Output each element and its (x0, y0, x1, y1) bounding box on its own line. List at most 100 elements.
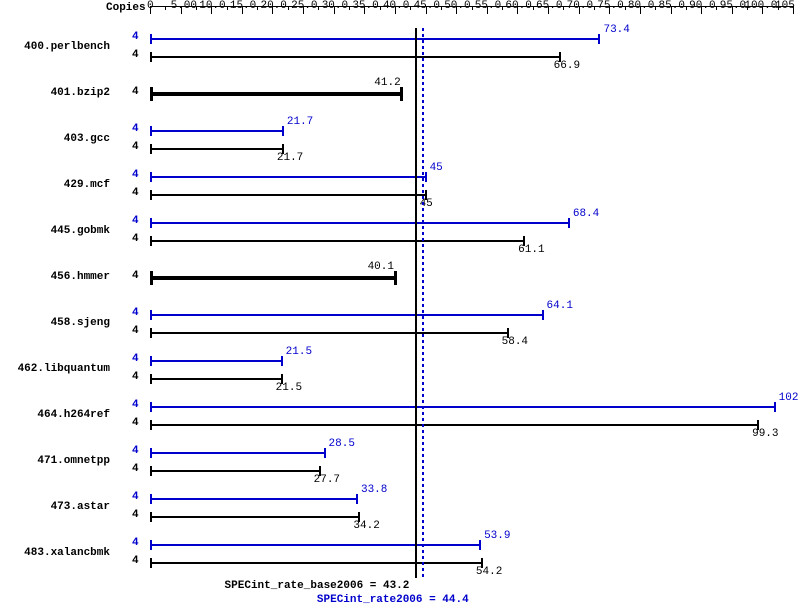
base-bar (150, 148, 283, 150)
base-bar-end-cap (394, 271, 397, 285)
peak-reference-line-segment (422, 316, 424, 319)
peak-reference-line-segment (422, 244, 424, 247)
x-axis-tick-label: 45.0 (414, 0, 440, 12)
benchmark-name: 429.mcf (0, 179, 110, 191)
peak-reference-line-segment (422, 436, 424, 439)
x-axis-tick-label: 10.0 (199, 0, 225, 12)
x-axis-minor-tick (655, 6, 656, 10)
peak-reference-line-segment (422, 292, 424, 295)
x-axis-minor-tick (472, 6, 473, 10)
x-axis-tick-label: 60.0 (505, 0, 531, 12)
benchmark-name: 403.gcc (0, 133, 110, 145)
peak-reference-line-segment (422, 82, 424, 85)
peak-reference-line-segment (422, 190, 424, 193)
base-bar (150, 424, 758, 426)
peak-bar-value: 21.7 (287, 116, 313, 128)
copies-value-peak: 4 (132, 307, 139, 319)
peak-reference-line-segment (422, 58, 424, 61)
peak-reference-line-segment (422, 196, 424, 199)
peak-bar-value: 73.4 (603, 24, 629, 36)
peak-bar-start-cap (150, 356, 152, 366)
copies-value-base: 4 (132, 417, 139, 429)
peak-reference-line-segment (422, 310, 424, 313)
peak-reference-line-segment (422, 532, 424, 535)
x-axis-tick-label: 20.0 (260, 0, 286, 12)
peak-bar (150, 544, 480, 546)
peak-reference-line-segment (422, 202, 424, 205)
peak-bar-value: 28.5 (329, 438, 355, 450)
peak-reference-line-segment (422, 358, 424, 361)
peak-bar (150, 222, 569, 224)
x-axis-tick-label: 95.0 (720, 0, 746, 12)
peak-reference-line-segment (422, 118, 424, 121)
peak-bar (150, 452, 325, 454)
x-axis-tick-label: 65.0 (536, 0, 562, 12)
base-bar-value: 99.3 (752, 428, 778, 440)
peak-reference-line-segment (422, 268, 424, 271)
base-bar-value: 40.1 (368, 261, 394, 273)
peak-reference-line-segment (422, 568, 424, 571)
peak-reference-line-segment (422, 178, 424, 181)
peak-reference-line-segment (422, 556, 424, 559)
base-reference-label: SPECint_rate_base2006 = 43.2 (225, 580, 410, 592)
peak-reference-line-segment (422, 52, 424, 55)
peak-bar-end-cap (324, 448, 326, 458)
peak-reference-line-segment (422, 448, 424, 451)
peak-bar (150, 498, 357, 500)
peak-reference-line-segment (422, 70, 424, 73)
base-bar (150, 194, 426, 196)
peak-reference-line-segment (422, 562, 424, 565)
peak-reference-line-segment (422, 514, 424, 517)
base-bar-start-cap (150, 512, 152, 522)
peak-bar-end-cap (542, 310, 544, 320)
base-bar (150, 470, 320, 472)
peak-reference-line-segment (422, 346, 424, 349)
copies-value-base: 4 (132, 270, 139, 282)
base-bar-value: 58.4 (502, 336, 528, 348)
peak-bar-value: 68.4 (573, 208, 599, 220)
peak-bar-value: 102 (779, 392, 799, 404)
peak-reference-line-segment (422, 424, 424, 427)
peak-reference-line-segment (422, 490, 424, 493)
copies-value-base: 4 (132, 371, 139, 383)
peak-reference-line-segment (422, 214, 424, 217)
peak-reference-label: SPECint_rate2006 = 44.4 (317, 594, 469, 606)
x-axis-tick-label: 70.0 (567, 0, 593, 12)
base-bar-start-cap (150, 144, 152, 154)
peak-bar (150, 314, 543, 316)
copies-value-base: 4 (132, 49, 139, 61)
x-axis-tick-label: 35.0 (352, 0, 378, 12)
base-bar-start-cap (150, 190, 152, 200)
benchmark-name: 464.h264ref (0, 409, 110, 421)
peak-reference-line-segment (422, 274, 424, 277)
peak-reference-line-segment (422, 280, 424, 283)
peak-reference-line-segment (422, 364, 424, 367)
peak-reference-line-segment (422, 394, 424, 397)
peak-reference-line-segment (422, 142, 424, 145)
x-axis-minor-tick (441, 6, 442, 10)
base-bar-end-cap (400, 87, 403, 101)
peak-reference-line-segment (422, 322, 424, 325)
copies-value-peak: 4 (132, 31, 139, 43)
x-axis-minor-tick (380, 6, 381, 10)
peak-bar-value: 33.8 (361, 484, 387, 496)
base-bar-start-cap (150, 374, 152, 384)
peak-reference-line-segment (422, 40, 424, 43)
peak-reference-line-segment (422, 430, 424, 433)
peak-reference-line-segment (422, 88, 424, 91)
peak-reference-line-segment (422, 130, 424, 133)
x-axis-tick-label: 25.0 (291, 0, 317, 12)
peak-bar-end-cap (774, 402, 776, 412)
x-axis-tick-label: 40.0 (383, 0, 409, 12)
peak-reference-line-segment (422, 262, 424, 265)
copies-value-base: 4 (132, 463, 139, 475)
copies-value-base: 4 (132, 509, 139, 521)
peak-reference-line-segment (422, 208, 424, 211)
benchmark-name: 458.sjeng (0, 317, 110, 329)
peak-reference-line-segment (422, 538, 424, 541)
peak-bar-value: 21.5 (286, 346, 312, 358)
base-bar-value: 66.9 (554, 60, 580, 72)
peak-reference-line-segment (422, 64, 424, 67)
x-axis-tick-label: 75.0 (597, 0, 623, 12)
x-axis-tick-label: 90.0 (689, 0, 715, 12)
